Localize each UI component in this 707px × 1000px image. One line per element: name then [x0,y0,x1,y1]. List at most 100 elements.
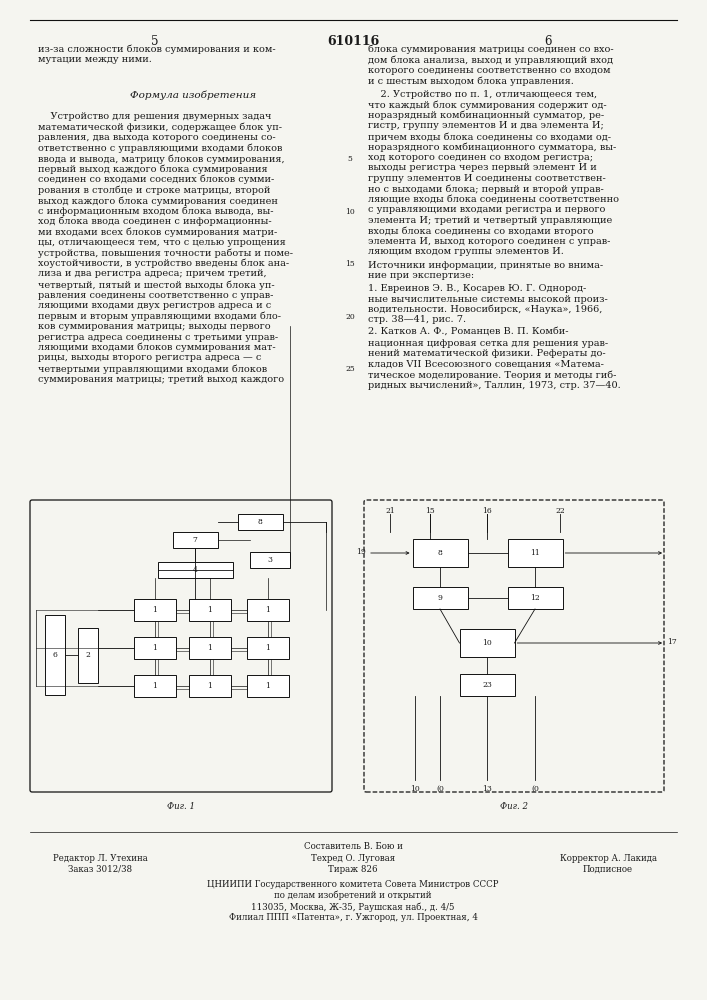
Text: 2. Катков А. Ф., Романцев В. П. Комби-: 2. Катков А. Ф., Романцев В. П. Комби- [368,328,568,337]
Text: и с шестым выходом блока управления.: и с шестым выходом блока управления. [368,77,574,86]
Text: блока суммирования матрицы соединен со вхо-: блока суммирования матрицы соединен со в… [368,45,614,54]
Text: Составитель В. Бою и: Составитель В. Бою и [303,842,402,851]
Text: 4: 4 [192,566,197,574]
Text: Формула изобретения: Формула изобретения [130,90,256,100]
Text: Подписное: Подписное [583,865,633,874]
Text: норазрядный комбинационный сумматор, ре-: норазрядный комбинационный сумматор, ре- [368,111,604,120]
Text: ввода и вывода, матрицу блоков суммирования,: ввода и вывода, матрицу блоков суммирова… [38,154,285,163]
Text: 10: 10 [410,785,420,793]
Text: ляющие входы блока соединены соответственно: ляющие входы блока соединены соответстве… [368,195,619,204]
Text: 23: 23 [482,681,492,689]
Bar [134,637,176,659]
Text: с информационным входом блока вывода, вы-: с информационным входом блока вывода, вы… [38,207,274,216]
Text: 17: 17 [667,638,677,646]
Text: 16: 16 [482,507,492,515]
Bar [78,628,98,682]
Text: 22: 22 [555,507,565,515]
Text: 15: 15 [345,260,355,268]
Text: 25: 25 [345,365,355,373]
Text: устройства, повышения точности работы и поме-: устройства, повышения точности работы и … [38,248,293,258]
Text: соединен со входами соседних блоков сумми-: соединен со входами соседних блоков сумм… [38,175,274,184]
Bar [508,539,563,567]
Text: четвертый, пятый и шестой выходы блока уп-: четвертый, пятый и шестой выходы блока у… [38,280,274,290]
Text: ков суммирования матрицы; выходы первого: ков суммирования матрицы; выходы первого [38,322,271,331]
Text: 8: 8 [438,549,443,557]
Text: Корректор А. Лакида: Корректор А. Лакида [559,854,657,863]
Text: рования в столбце и строке матрицы, второй: рования в столбце и строке матрицы, втор… [38,186,270,195]
Text: 21: 21 [385,507,395,515]
Text: Фиг. 1: Фиг. 1 [167,802,195,811]
Text: Техред О. Луговая: Техред О. Луговая [311,854,395,863]
Text: ЦНИИПИ Государственного комитета Совета Министров СССР: ЦНИИПИ Государственного комитета Совета … [207,880,498,889]
Text: выход каждого блока суммирования соединен: выход каждого блока суммирования соедине… [38,196,278,206]
Text: тическое моделирование. Теория и методы гиб-: тическое моделирование. Теория и методы … [368,370,617,379]
Bar [189,599,231,621]
Bar [173,532,218,548]
Text: Фиг. 2: Фиг. 2 [500,802,528,811]
Text: 1: 1 [266,644,271,652]
Text: нений математической физики. Рефераты до-: нений математической физики. Рефераты до… [368,349,606,358]
Text: цы, отличающееся тем, что с целью упрощения: цы, отличающееся тем, что с целью упроще… [38,238,286,247]
Text: первый выход каждого блока суммирования: первый выход каждого блока суммирования [38,164,268,174]
Text: которого соединены соответственно со входом: которого соединены соответственно со вхо… [368,66,611,75]
Text: 1: 1 [208,606,212,614]
Text: ход которого соединен со входом регистра;: ход которого соединен со входом регистра… [368,153,593,162]
Text: 1: 1 [208,644,212,652]
Text: лиза и два регистра адреса; причем третий,: лиза и два регистра адреса; причем трети… [38,269,267,278]
Text: 1: 1 [153,606,158,614]
Bar [45,615,65,695]
Text: 10: 10 [482,639,492,647]
Text: первым и вторым управляющими входами бло-: первым и вторым управляющими входами бло… [38,312,281,321]
Bar [134,675,176,697]
Bar [238,514,283,530]
Text: из-за сложности блоков суммирования и ком-: из-за сложности блоков суммирования и ко… [38,45,276,54]
Text: 5: 5 [348,155,352,163]
Text: Источники информации, принятые во внима-: Источники информации, принятые во внима- [368,261,603,270]
Text: кладов VII Всесоюзного совещания «Матема-: кладов VII Всесоюзного совещания «Матема… [368,360,604,368]
Bar [247,637,289,659]
Text: 113035, Москва, Ж-35, Раушская наб., д. 4/5: 113035, Москва, Ж-35, Раушская наб., д. … [251,902,455,912]
Text: ные вычислительные системы высокой произ-: ные вычислительные системы высокой произ… [368,294,608,304]
Text: суммирования матрицы; третий выход каждого: суммирования матрицы; третий выход каждо… [38,374,284,383]
Text: равления, два выхода которого соединены со-: равления, два выхода которого соединены … [38,133,276,142]
Bar [189,675,231,697]
Text: причем входы блока соединены со входами од-: причем входы блока соединены со входами … [368,132,611,141]
Text: 1: 1 [266,606,271,614]
Bar [189,637,231,659]
Bar [412,587,467,609]
Text: 1: 1 [208,682,212,690]
Text: 20: 20 [345,313,355,321]
Text: 19: 19 [356,548,366,556]
Text: Редактор Л. Утехина: Редактор Л. Утехина [52,854,147,863]
Text: Тираж 826: Тираж 826 [328,865,378,874]
Text: ридных вычислений», Таллин, 1973, стр. 37—40.: ридных вычислений», Таллин, 1973, стр. 3… [368,380,621,389]
Text: Устройство для решения двумерных задач: Устройство для решения двумерных задач [38,112,271,121]
Text: входы блока соединены со входами второго: входы блока соединены со входами второго [368,227,594,236]
Bar [508,587,563,609]
Text: выходы регистра через первый элемент И и: выходы регистра через первый элемент И и [368,163,597,172]
Text: ляющими входами блоков суммирования мат-: ляющими входами блоков суммирования мат- [38,343,276,353]
Text: что каждый блок суммирования содержит од-: что каждый блок суммирования содержит од… [368,101,607,110]
Text: 8: 8 [257,518,262,526]
Text: (0: (0 [531,785,539,793]
Bar [460,674,515,696]
Text: ляющим входом группы элементов И.: ляющим входом группы элементов И. [368,247,564,256]
Text: 10: 10 [345,208,355,216]
Text: 2: 2 [86,651,90,659]
Text: 12: 12 [530,594,540,602]
Bar [158,562,233,578]
Bar [247,675,289,697]
Text: группу элементов И соединены соответствен-: группу элементов И соединены соответстве… [368,174,606,183]
Text: 610116: 610116 [327,35,379,48]
Text: 13: 13 [482,785,492,793]
Text: по делам изобретений и открытий: по делам изобретений и открытий [274,891,432,900]
Text: 6: 6 [544,35,551,48]
Bar [134,599,176,621]
Text: четвертыми управляющими входами блоков: четвертыми управляющими входами блоков [38,364,267,373]
Text: Филиал ППП «Патента», г. Ужгород, ул. Проектная, 4: Филиал ППП «Патента», г. Ужгород, ул. Пр… [228,913,477,922]
Text: национная цифровая сетка для решения урав-: национная цифровая сетка для решения ура… [368,338,608,348]
Text: элемента И; третий и четвертый управляющие: элемента И; третий и четвертый управляющ… [368,216,612,225]
Text: ответственно с управляющими входами блоков: ответственно с управляющими входами блок… [38,143,282,153]
Text: рицы, выходы второго регистра адреса — с: рицы, выходы второго регистра адреса — с [38,354,262,362]
Text: хоустойчивости, в устройство введены блок ана-: хоустойчивости, в устройство введены бло… [38,259,289,268]
